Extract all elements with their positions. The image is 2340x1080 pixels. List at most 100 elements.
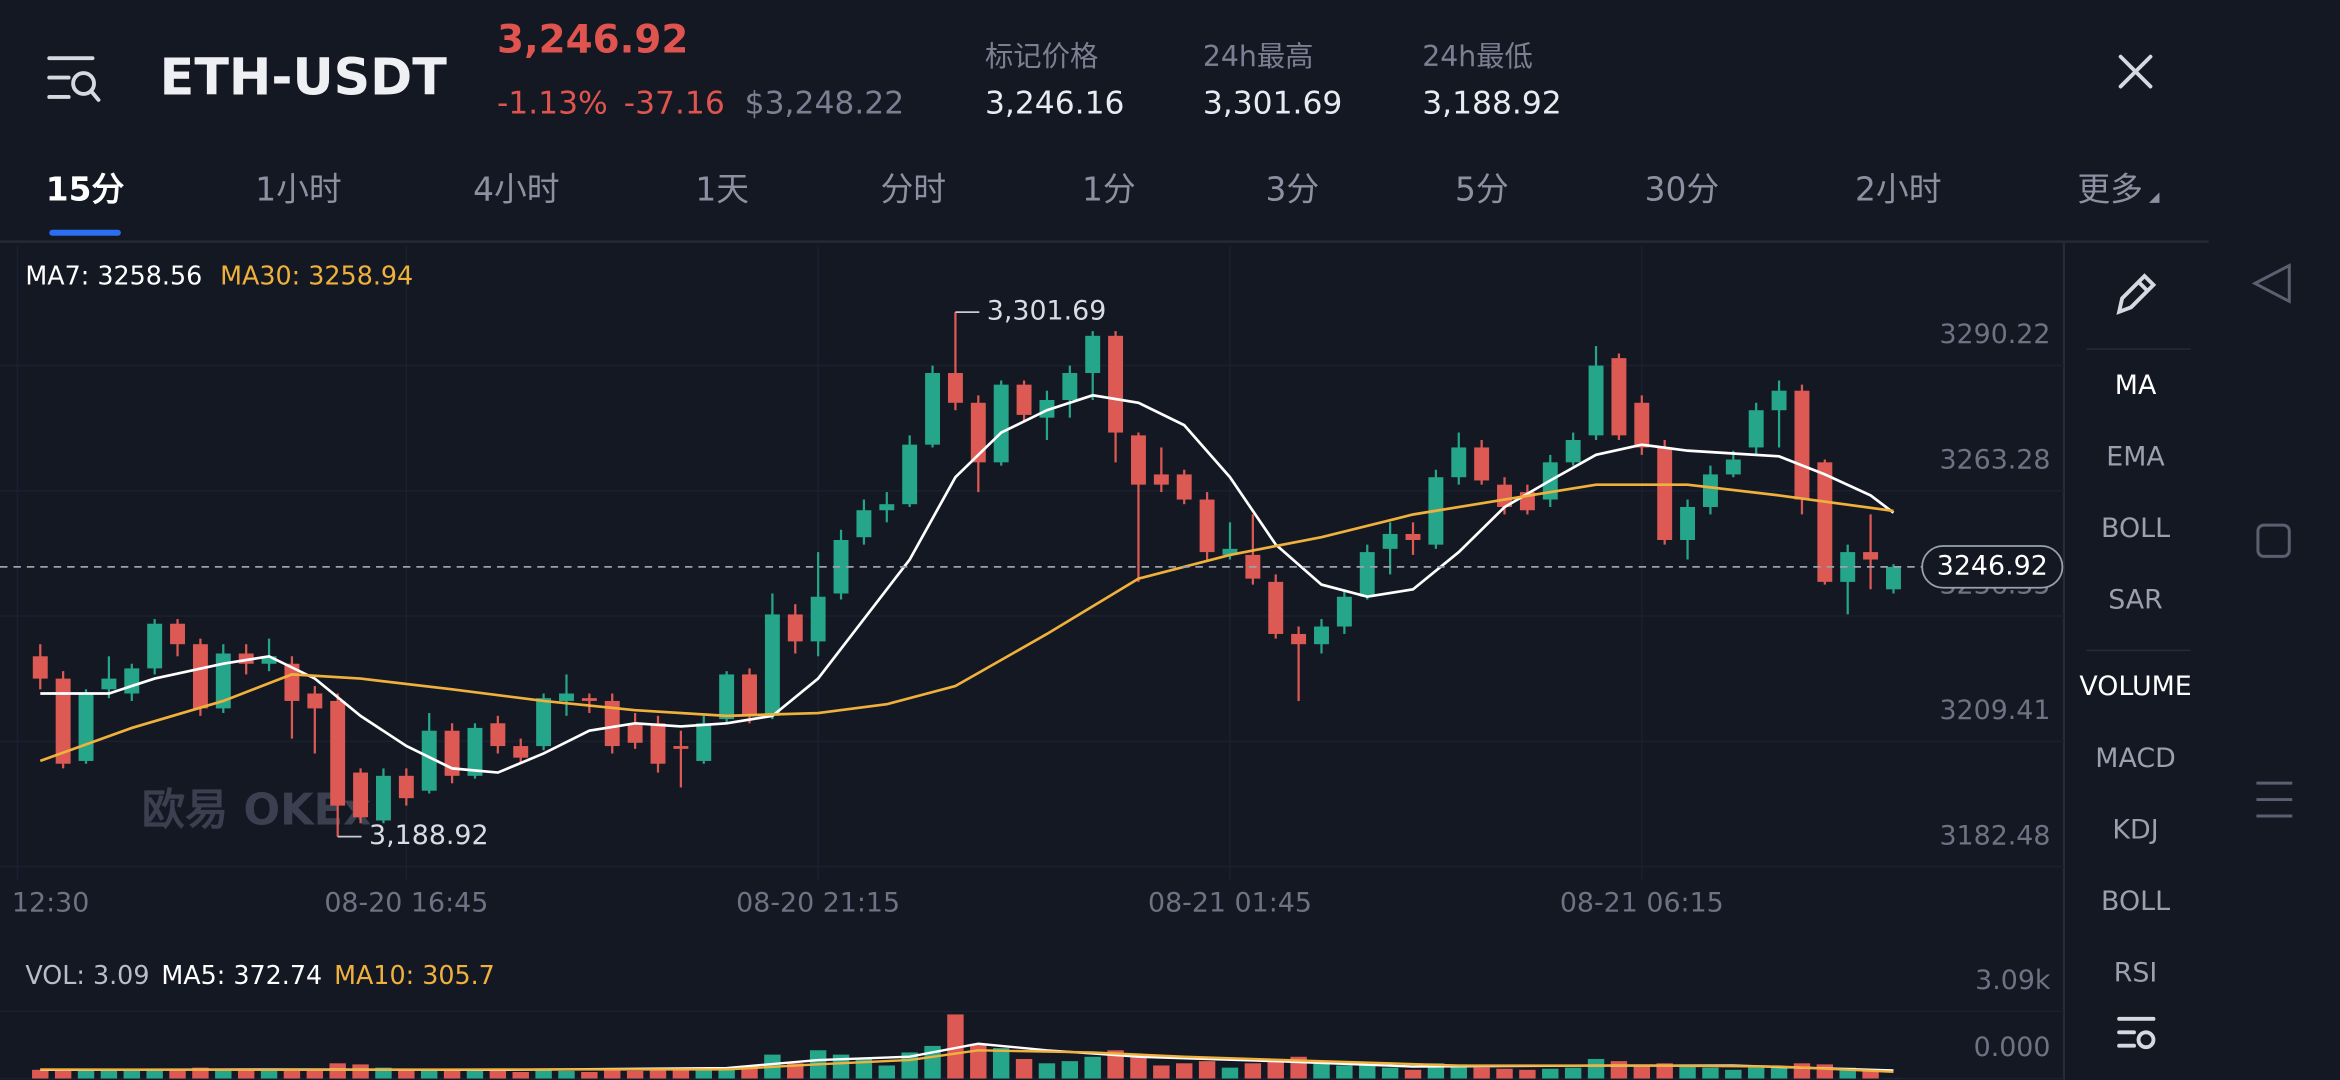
volume-bar xyxy=(352,1064,369,1079)
candle-body xyxy=(147,623,163,669)
volume-bar xyxy=(1679,1066,1696,1079)
indicator[interactable]: RSI xyxy=(2114,958,2158,989)
candle-body xyxy=(1359,552,1375,597)
volume-bar xyxy=(695,1069,712,1079)
volume-bar xyxy=(32,1069,49,1079)
nav-back[interactable] xyxy=(2251,263,2291,304)
volume-bar xyxy=(1862,1069,1879,1079)
candle-body xyxy=(78,693,94,761)
candle-body xyxy=(307,693,323,709)
indicator[interactable]: SAR xyxy=(2108,585,2163,616)
candle-body xyxy=(353,772,369,818)
indicator[interactable]: BOLL xyxy=(2101,886,2170,917)
menu-button[interactable] xyxy=(47,56,101,102)
candle-body xyxy=(1016,384,1032,415)
x-tick-label: 08-20 21:15 xyxy=(736,887,900,918)
ma-line xyxy=(40,393,1895,774)
volume-bar xyxy=(1564,1067,1582,1079)
tab[interactable]: 15分 xyxy=(46,170,125,208)
volume-bar xyxy=(1542,1068,1559,1079)
candle-body xyxy=(764,614,780,716)
volume-bar xyxy=(1473,1067,1490,1079)
candle-body xyxy=(330,700,346,806)
volume-bar xyxy=(970,1043,987,1079)
candle-body xyxy=(742,674,757,716)
volume-bar xyxy=(443,1069,461,1079)
stat-value: 3,246.16 xyxy=(985,85,1125,121)
tab[interactable]: 4小时 xyxy=(473,170,560,208)
x-tick-label: 12:30 xyxy=(12,887,89,918)
indicator[interactable]: VOLUME xyxy=(2079,671,2191,702)
candle-body xyxy=(513,746,529,758)
close-button[interactable] xyxy=(2118,54,2153,89)
volume-bar xyxy=(855,1058,873,1079)
candle-body xyxy=(810,596,826,642)
candle-body xyxy=(467,727,483,776)
candle-body xyxy=(787,614,803,642)
candle-body xyxy=(1817,462,1833,582)
candle-body xyxy=(215,653,231,709)
sidebar-footer xyxy=(2065,984,2209,1080)
tab[interactable]: 30分 xyxy=(1645,170,1720,208)
volume-bar xyxy=(1770,1067,1788,1079)
tab[interactable]: 2小时 xyxy=(1855,170,1942,208)
indicator[interactable]: MA xyxy=(2115,370,2157,401)
volume-bar xyxy=(100,1070,118,1079)
volume-bar xyxy=(306,1069,324,1079)
tab[interactable]: 5分 xyxy=(1455,170,1509,208)
more-tab[interactable]: 更多 xyxy=(2077,170,2143,208)
legend-label: VOL: 3.09 xyxy=(25,960,149,990)
tab[interactable]: 分时 xyxy=(880,170,946,208)
volume-bar xyxy=(1793,1063,1811,1079)
tab[interactable]: 3分 xyxy=(1266,170,1320,208)
volume-bar xyxy=(1725,1069,1742,1079)
tab[interactable]: 1分 xyxy=(1082,170,1136,208)
nav-menu[interactable] xyxy=(2256,781,2293,818)
volume-bar xyxy=(947,1014,964,1079)
indicator[interactable]: KDJ xyxy=(2112,814,2158,845)
candle-body xyxy=(1199,499,1215,553)
x-tick-label: 08-21 06:15 xyxy=(1560,887,1724,918)
settings-button[interactable] xyxy=(2117,1016,2156,1050)
pair[interactable]: ETH-USDT xyxy=(160,48,448,107)
volume-bar xyxy=(1153,1065,1170,1079)
volume-bar xyxy=(421,1068,438,1079)
candle-body xyxy=(1611,358,1627,436)
volume-bar xyxy=(375,1067,392,1079)
indicator[interactable]: BOLL xyxy=(2101,513,2170,544)
volume-bar xyxy=(54,1070,72,1079)
volume-bar xyxy=(1839,1067,1856,1079)
candle-body xyxy=(1748,410,1764,448)
candle-body xyxy=(1336,596,1352,627)
candle-body xyxy=(1268,581,1284,634)
candle-body xyxy=(1130,435,1146,485)
candle-body xyxy=(1680,506,1696,541)
indicator[interactable]: EMA xyxy=(2106,441,2165,472)
annotation: 3,188.92 xyxy=(369,820,489,851)
candle-body xyxy=(1634,402,1650,448)
volume-bar xyxy=(1244,1063,1262,1079)
nav-home[interactable] xyxy=(2256,523,2291,558)
legend-label: MA10: 305.7 xyxy=(334,960,495,990)
candle-body xyxy=(1314,626,1329,645)
tab[interactable]: 1小时 xyxy=(255,170,342,208)
tab[interactable]: 1天 xyxy=(695,170,749,208)
volume-bar xyxy=(237,1070,255,1079)
last-price: 3,246.92 xyxy=(497,17,688,62)
candle-body xyxy=(536,698,552,747)
change-pct: -1.13% xyxy=(497,85,608,121)
y-tick-label: 3209.41 xyxy=(1939,695,2050,726)
volume-bar xyxy=(1633,1065,1651,1079)
candle-body xyxy=(284,663,300,701)
candle-body xyxy=(581,698,597,701)
candle-body xyxy=(1291,633,1307,645)
volume-bar xyxy=(1656,1063,1673,1079)
candle-body xyxy=(1451,447,1467,478)
volume-bar xyxy=(992,1048,1010,1079)
draw-tool[interactable] xyxy=(2116,273,2157,315)
candle-body xyxy=(490,723,506,747)
volume-bar xyxy=(283,1068,301,1079)
candle-body xyxy=(925,373,941,445)
indicator[interactable]: MACD xyxy=(2095,743,2175,774)
